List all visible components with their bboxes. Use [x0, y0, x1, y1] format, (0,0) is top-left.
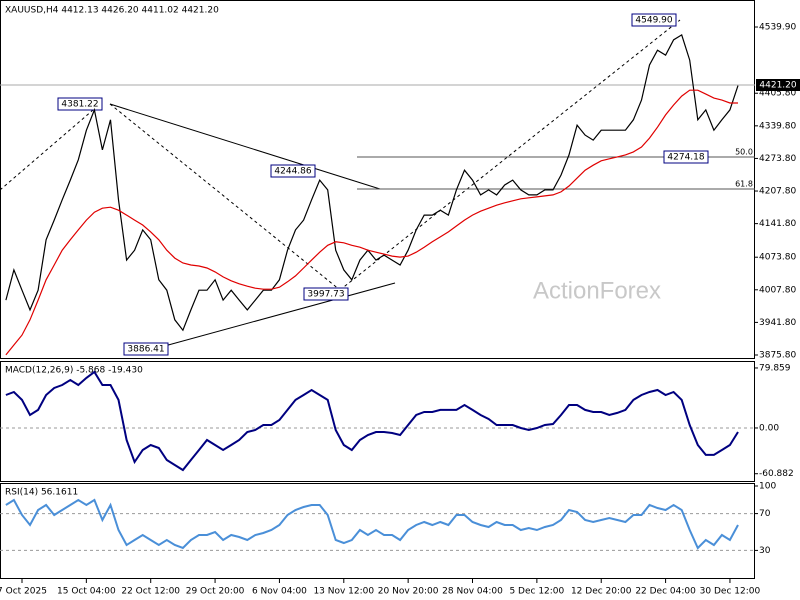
series-line: [5, 370, 739, 472]
last-price-box: [756, 79, 800, 91]
x-tick-label: 12 Dec 20:00: [571, 587, 632, 597]
x-tick-label: 7 Oct 2025: [0, 587, 47, 597]
x-tick-label: 28 Nov 04:00: [442, 587, 503, 597]
y-tick-label: 4339.80: [759, 121, 796, 131]
y-tick-label: -60.882: [759, 469, 794, 479]
fib-label: 50.0: [735, 148, 753, 157]
trend-line: [109, 103, 341, 291]
price-annotation: 3886.41: [127, 345, 164, 355]
x-tick-label: 15 Oct 04:00: [57, 587, 116, 597]
price-annotation: 3997.73: [307, 290, 344, 300]
price-annotation: 4549.90: [635, 16, 672, 26]
price-panel: [0, 0, 755, 359]
label-box: [270, 164, 316, 178]
label-box: [123, 342, 169, 356]
y-tick-label: 30: [759, 546, 771, 556]
x-tick-label: 20 Nov 20:00: [378, 587, 439, 597]
label-box: [303, 287, 349, 301]
drawing-tools: [0, 19, 755, 351]
trend-line: [149, 282, 396, 351]
y-tick-label: 100: [759, 482, 776, 492]
y-tick-label: 4405.80: [759, 89, 796, 99]
y-tick-label: 4007.80: [759, 285, 796, 295]
y-tick-label: 4207.80: [759, 187, 796, 197]
y-tick-label: 4141.80: [759, 219, 796, 229]
label-box: [663, 150, 709, 164]
price-annotation: 4381.22: [61, 100, 98, 110]
x-tick-label: 30 Dec 12:00: [700, 587, 761, 597]
x-tick-label: 22 Oct 12:00: [121, 587, 180, 597]
rsi-panel: [0, 483, 755, 579]
x-tick-label: 6 Nov 04:00: [252, 587, 307, 597]
watermark: ActionForex: [533, 277, 661, 304]
label-box: [57, 97, 103, 111]
y-tick-label: 4273.80: [759, 154, 796, 164]
x-tick-label: 22 Dec 04:00: [635, 587, 696, 597]
x-tick-label: 13 Nov 12:00: [313, 587, 374, 597]
trend-line: [339, 19, 681, 291]
chart-title: XAUUSD,H4 4412.13 4426.20 4411.02 4421.2…: [5, 6, 219, 16]
x-tick-label: 29 Oct 20:00: [186, 587, 245, 597]
fib-label: 61.8: [735, 180, 753, 189]
x-tick-label: 5 Dec 12:00: [509, 587, 564, 597]
label-box: [631, 13, 677, 27]
y-tick-label: 4539.90: [759, 23, 796, 33]
macd-panel: [0, 361, 755, 482]
series-line: [5, 498, 739, 550]
series-line: [5, 33, 739, 332]
indicator-title: MACD(12,26,9) -5.868 -19.430: [5, 366, 143, 376]
y-tick-label: 79.859: [759, 363, 791, 373]
y-tick-label: 4073.80: [759, 253, 796, 263]
price-annotation: 4274.18: [667, 153, 704, 163]
series-line: [5, 89, 738, 356]
y-tick-label: 3875.80: [759, 350, 796, 360]
price-annotation: 4244.86: [274, 167, 311, 177]
indicator-title: RSI(14) 56.1611: [5, 488, 78, 498]
price-labels: 4381.22 4244.86 3997.73 3886.41 4549.90 …: [57, 13, 753, 356]
last-price-label: 4421.20: [759, 81, 796, 91]
y-tick-label: 0.00: [759, 423, 779, 433]
y-tick-label: 3941.80: [759, 318, 796, 328]
trend-line: [0, 103, 101, 191]
trend-line: [109, 103, 381, 190]
y-tick-label: 70: [759, 509, 771, 519]
